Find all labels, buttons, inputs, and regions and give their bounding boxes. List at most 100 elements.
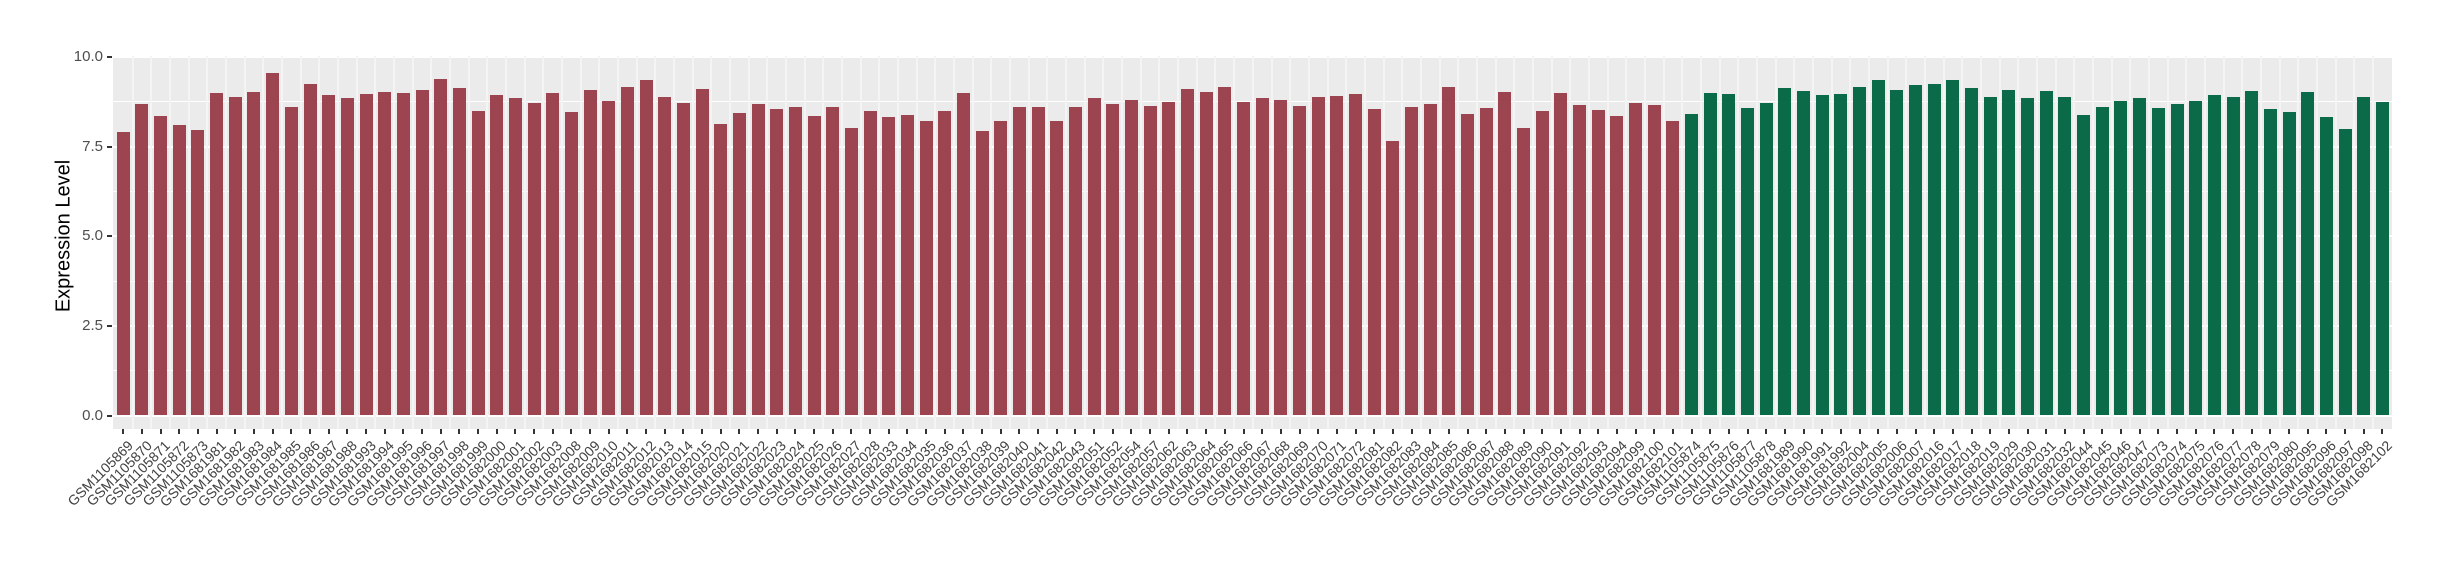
bar [154, 115, 168, 416]
gridline-x [673, 56, 676, 429]
x-axis-tick [1298, 429, 1301, 434]
bar [1124, 99, 1138, 416]
x-axis-tick [1055, 429, 1058, 434]
bar [2058, 96, 2072, 416]
gridline-x [224, 56, 227, 429]
x-axis-tick [1858, 429, 1861, 434]
x-axis-tick [309, 429, 311, 434]
gridline-x [803, 56, 806, 429]
x-axis-tick [1485, 429, 1488, 434]
x-axis-tick [402, 429, 405, 434]
bar [639, 80, 653, 416]
x-axis-tick [589, 429, 592, 434]
x-axis-tick [495, 429, 498, 434]
y-axis-tick [107, 235, 112, 238]
gridline-x [1307, 56, 1310, 429]
bar [676, 103, 690, 416]
gridline-x [1475, 56, 1478, 429]
x-axis-tick [1653, 429, 1656, 434]
bar [247, 91, 261, 416]
bar [2375, 101, 2389, 416]
bar [1946, 80, 1960, 416]
x-axis-tick [215, 429, 218, 434]
x-axis-tick [1447, 429, 1450, 434]
x-axis-tick [1373, 429, 1376, 434]
x-axis-tick [999, 429, 1002, 434]
x-axis-tick [943, 429, 946, 434]
bar [1349, 94, 1363, 416]
x-axis-tick [1765, 429, 1768, 434]
x-axis-tick [850, 429, 853, 434]
gridline-x [1195, 56, 1198, 429]
bar [826, 107, 840, 416]
x-axis-tick [1205, 429, 1208, 434]
bar [303, 84, 317, 416]
gridline-x [411, 56, 414, 429]
x-axis-tick [2157, 429, 2160, 434]
x-axis-tick [962, 429, 965, 434]
gridline-x [1158, 56, 1161, 429]
x-axis-tick [570, 429, 573, 434]
bar [956, 92, 970, 416]
x-axis-tick [813, 429, 816, 434]
x-axis-tick [2026, 429, 2029, 434]
gridline-x [766, 56, 769, 429]
x-axis-tick [1093, 429, 1096, 434]
bar [863, 110, 877, 416]
bar [1778, 88, 1792, 416]
bar [359, 93, 373, 416]
x-axis-tick [2194, 429, 2197, 434]
bar [490, 95, 504, 416]
x-axis-tick [1615, 429, 1618, 434]
bar [2245, 90, 2259, 416]
gridline-x [168, 56, 171, 429]
x-axis-tick [271, 429, 274, 434]
gridline-x [1289, 56, 1292, 429]
bar [1199, 91, 1213, 416]
bar [1106, 103, 1120, 416]
gridline-x [990, 56, 993, 429]
gridline-x [2334, 56, 2337, 429]
bar [1479, 108, 1493, 416]
bar [1759, 102, 1773, 416]
gridline-x [1326, 56, 1329, 429]
bar [1909, 84, 1923, 416]
x-axis-tick [1690, 429, 1693, 434]
bar [471, 110, 485, 416]
gridline-x [1793, 56, 1796, 429]
bar [1498, 92, 1512, 416]
gridline-x [280, 56, 283, 429]
bar [546, 92, 560, 416]
gridline-x [1345, 56, 1348, 429]
bar [770, 109, 784, 416]
x-axis-tick [1802, 429, 1805, 434]
x-axis-tick [1111, 429, 1114, 434]
bar [2263, 109, 2277, 416]
bar [284, 107, 298, 416]
x-axis-tick [234, 429, 237, 434]
gridline-x [635, 56, 638, 429]
x-axis-tick [421, 429, 424, 434]
bar [1274, 99, 1288, 416]
x-axis-tick [514, 429, 517, 434]
gridline-x [1643, 56, 1646, 429]
gridline-x [542, 56, 545, 429]
x-axis-tick [1989, 429, 1992, 434]
x-axis-tick [1597, 429, 1600, 434]
bar [2282, 111, 2296, 416]
gridline-x [523, 56, 526, 429]
gridline-x [1699, 56, 1702, 429]
x-axis-tick [2269, 429, 2272, 434]
x-axis-tick [533, 429, 536, 434]
bar [751, 104, 765, 416]
gridline-x [859, 56, 862, 429]
x-axis-tick [346, 429, 349, 434]
x-axis-tick [1391, 429, 1394, 434]
bar [620, 87, 634, 416]
gridline-x [1102, 56, 1105, 429]
bar [266, 73, 280, 416]
bar [191, 129, 205, 416]
gridline-x [1513, 56, 1516, 429]
bar [1442, 86, 1456, 416]
x-axis-tick [252, 429, 255, 434]
